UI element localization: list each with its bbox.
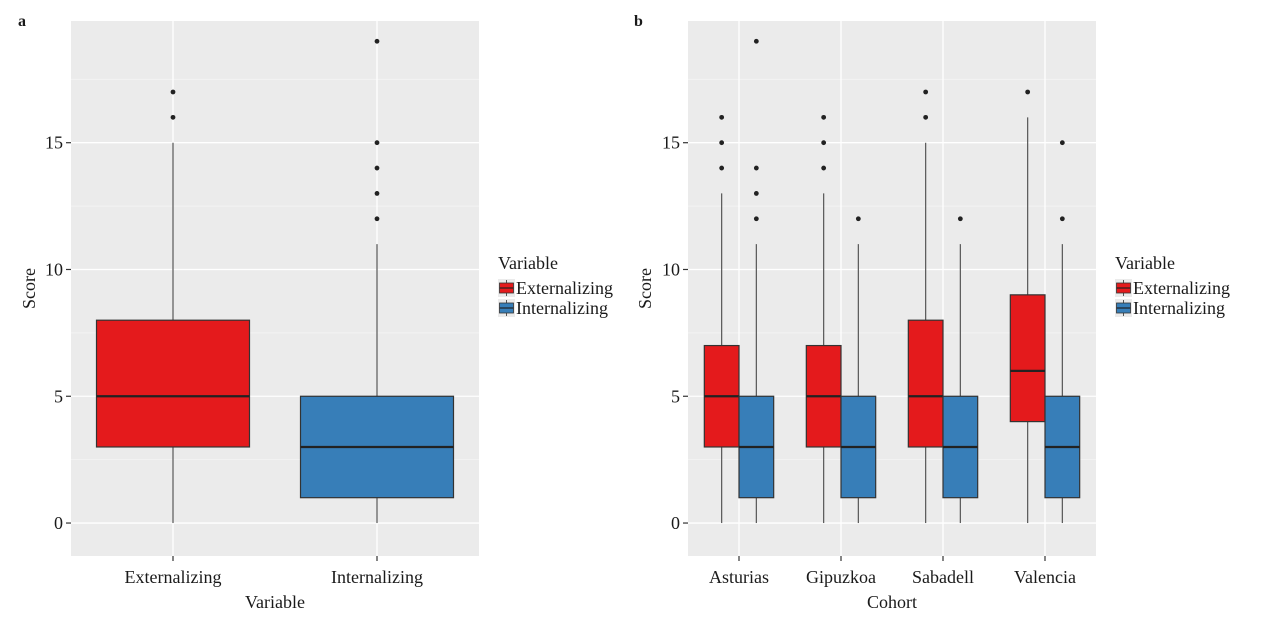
panel-b: 0 5 10 15 Asturias Gipuzkoa Sabadell Valencia b C… (634, 13, 1230, 612)
box-asturias-internalizing (738, 38, 775, 524)
panel-label: a (18, 13, 26, 30)
x-axis-title: Variable (245, 592, 305, 612)
legend-label: Externalizing (516, 278, 613, 298)
box-externalizing-externalizing (95, 89, 251, 524)
legend-title: Variable (1115, 253, 1175, 273)
x-tick-label: Asturias (709, 567, 769, 587)
legend-label: Externalizing (1133, 278, 1230, 298)
x-tick-label: Gipuzkoa (806, 567, 876, 587)
box-iqr (1009, 294, 1046, 423)
outlier-point (170, 114, 176, 120)
outlier-point (1025, 89, 1031, 95)
y-tick-label: 0 (54, 513, 63, 533)
legend-label: Internalizing (516, 298, 608, 318)
y-tick-label: 0 (671, 513, 680, 533)
x-tick-label: Sabadell (912, 567, 974, 587)
box-internalizing-internalizing (299, 38, 455, 524)
outlier-point (374, 165, 380, 171)
outlier-point (719, 140, 725, 146)
box-iqr (907, 319, 944, 448)
outlier-point (1059, 140, 1065, 146)
outlier-point (821, 165, 827, 171)
outlier-point (923, 114, 929, 120)
outlier-point (374, 216, 380, 222)
x-tick-label: Internalizing (331, 567, 423, 587)
outlier-point (923, 89, 929, 95)
box-sabadell-internalizing (942, 216, 979, 524)
x-axis-title: Cohort (867, 592, 917, 612)
outlier-point (170, 89, 176, 95)
outlier-point (957, 216, 963, 222)
outlier-point (374, 140, 380, 146)
y-tick-label: 10 (662, 259, 680, 279)
outlier-point (821, 114, 827, 120)
outlier-point (855, 216, 861, 222)
outlier-point (719, 165, 725, 171)
panel-label: b (634, 13, 643, 30)
box-valencia-internalizing (1044, 140, 1081, 524)
box-sabadell-externalizing (907, 89, 944, 524)
legend-title: Variable (498, 253, 558, 273)
y-tick-label: 15 (662, 133, 680, 153)
outlier-point (821, 140, 827, 146)
box-asturias-externalizing (703, 114, 740, 524)
y-tick-label: 5 (54, 386, 63, 406)
outlier-point (753, 216, 759, 222)
y-axis-title: Score (19, 268, 39, 309)
outlier-point (753, 191, 759, 196)
y-axis-title: Score (635, 268, 655, 309)
outlier-point (719, 114, 725, 120)
box-valencia-externalizing (1009, 89, 1046, 524)
y-tick-label: 10 (45, 259, 63, 279)
y-tick-label: 5 (671, 386, 680, 406)
box-gipuzkoa-internalizing (840, 216, 877, 524)
x-tick-label: Externalizing (125, 567, 222, 587)
outlier-point (374, 191, 380, 196)
outlier-point (1059, 216, 1065, 222)
box-iqr (95, 319, 251, 448)
x-tick-label: Valencia (1014, 567, 1076, 587)
outlier-point (374, 38, 380, 44)
outlier-point (753, 165, 759, 171)
outlier-point (753, 38, 759, 44)
y-tick-label: 15 (45, 133, 63, 153)
legend-label: Internalizing (1133, 298, 1225, 318)
